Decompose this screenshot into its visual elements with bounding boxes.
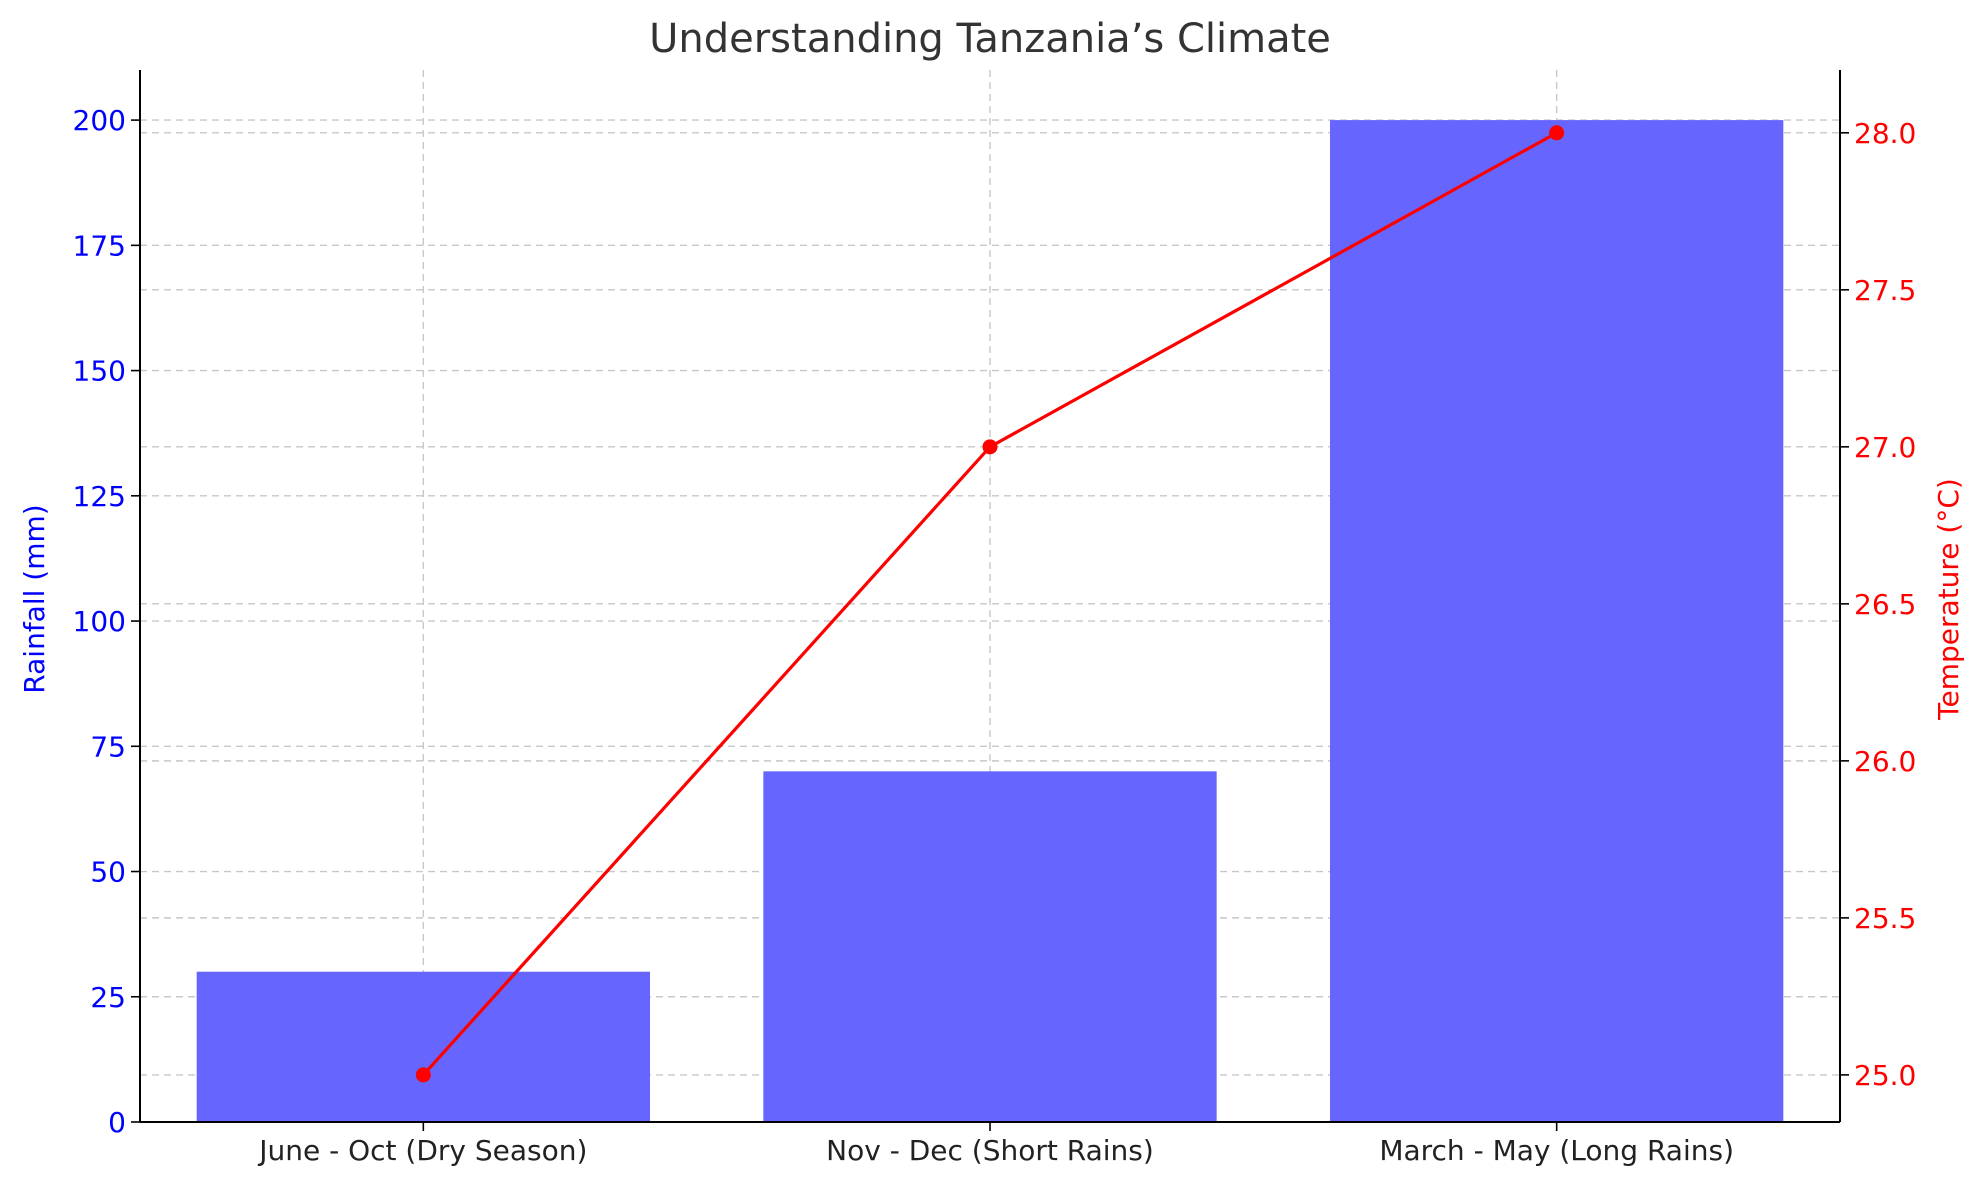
rainfall-bar: [1330, 120, 1784, 1123]
temperature-point: [415, 1067, 431, 1083]
y-left-tick-label: 25: [90, 981, 126, 1014]
x-tick-label: Nov - Dec (Short Rains): [826, 1134, 1154, 1167]
y-axis-right-label: Temperature (°C): [1932, 478, 1965, 721]
axes-layer: 0 25 50 75 100 125 150 175 200 25.0 25.5 26.0 26.5 27…: [73, 70, 1916, 1167]
y-axis-left-label: Rainfall (mm): [18, 504, 51, 693]
x-tick-label: March - May (Long Rains): [1379, 1134, 1734, 1167]
y-left-tick-label: 200: [73, 104, 126, 137]
y-right-tick-label: 26.0: [1854, 745, 1916, 778]
line-layer: [415, 125, 1565, 1083]
y-left-tick-label: 150: [73, 355, 126, 388]
y-left-tick-label: 75: [90, 730, 126, 763]
y-left-tick-label: 50: [90, 856, 126, 889]
y-right-tick-label: 25.5: [1854, 902, 1916, 935]
temperature-point: [982, 439, 998, 455]
y-right-tick-label: 27.0: [1854, 431, 1916, 464]
bars-layer: [196, 120, 1784, 1123]
y-right-tick-label: 28.0: [1854, 117, 1916, 150]
rainfall-bar: [763, 771, 1217, 1122]
x-tick-label: June - Oct (Dry Season): [257, 1134, 587, 1167]
y-left-tick-label: 0: [108, 1106, 126, 1139]
y-left-tick-label: 125: [73, 480, 126, 513]
y-left-tick-label: 175: [73, 229, 126, 262]
y-right-tick-label: 25.0: [1854, 1059, 1916, 1092]
chart-title: Understanding Tanzania’s Climate: [649, 16, 1331, 62]
y-right-tick-label: 27.5: [1854, 274, 1916, 307]
rainfall-bar: [196, 971, 650, 1122]
y-right-tick-label: 26.5: [1854, 588, 1916, 621]
y-left-tick-label: 100: [73, 605, 126, 638]
temperature-point: [1549, 125, 1565, 141]
